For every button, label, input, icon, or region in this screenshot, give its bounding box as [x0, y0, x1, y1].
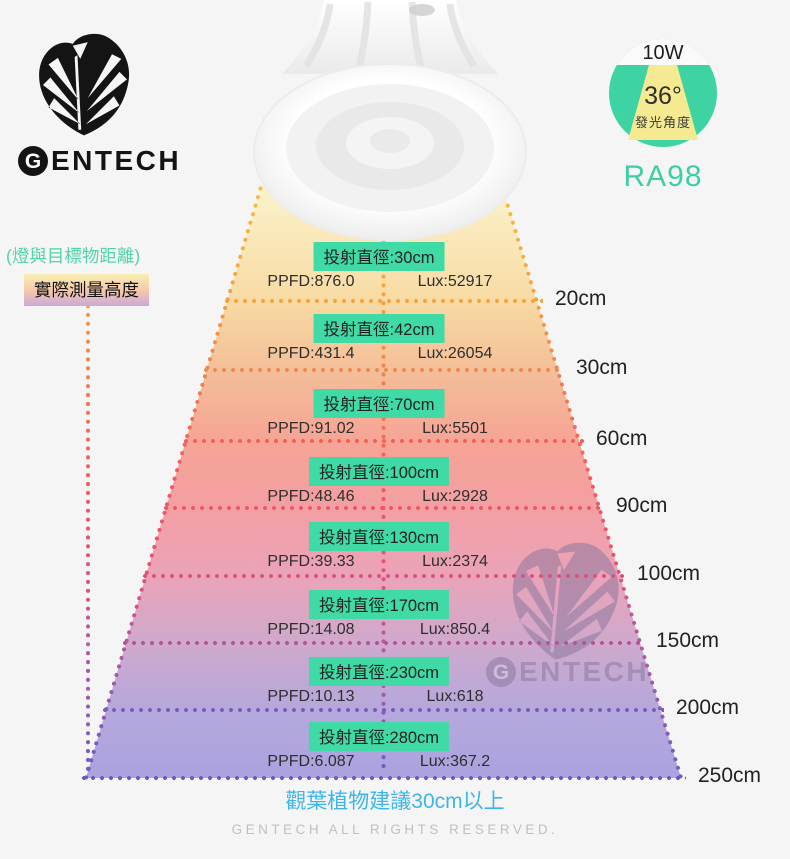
watermark: G ENTECH: [468, 533, 683, 708]
monstera-leaf-logo-icon: [39, 33, 130, 136]
brand-text: ENTECH: [51, 145, 182, 176]
beam-angle-label: 發光角度: [634, 115, 691, 130]
recommendation-text: 觀葉植物建議30cm以上: [285, 790, 505, 813]
cri-label: RA98: [623, 160, 703, 193]
beam-angle-value: 36°: [644, 82, 682, 110]
distance-legend-label: (燈與目標物距離): [6, 246, 141, 266]
copyright-text: GENTECH ALL RIGHTS RESERVED.: [231, 822, 559, 837]
cone-left-edge-dotted: [84, 178, 265, 780]
watermark-wordmark: G ENTECH: [486, 657, 649, 687]
brand-text: ENTECH: [519, 656, 650, 687]
brand-g-icon: G: [486, 657, 516, 687]
wattage-label: 10W: [642, 42, 684, 64]
spec-badge: 10W 36° 發光角度: [608, 38, 718, 148]
height-legend-chip: 實際測量高度: [24, 274, 149, 306]
cone-right-edge-dotted: [498, 178, 683, 780]
brand-wordmark: G ENTECH: [18, 146, 181, 176]
brand-g-icon: G: [18, 146, 48, 176]
beam-angle-badge-icon: [609, 38, 717, 147]
led-spotlight-bulb-image: [253, 0, 527, 241]
monstera-leaf-watermark-icon: [512, 542, 619, 660]
